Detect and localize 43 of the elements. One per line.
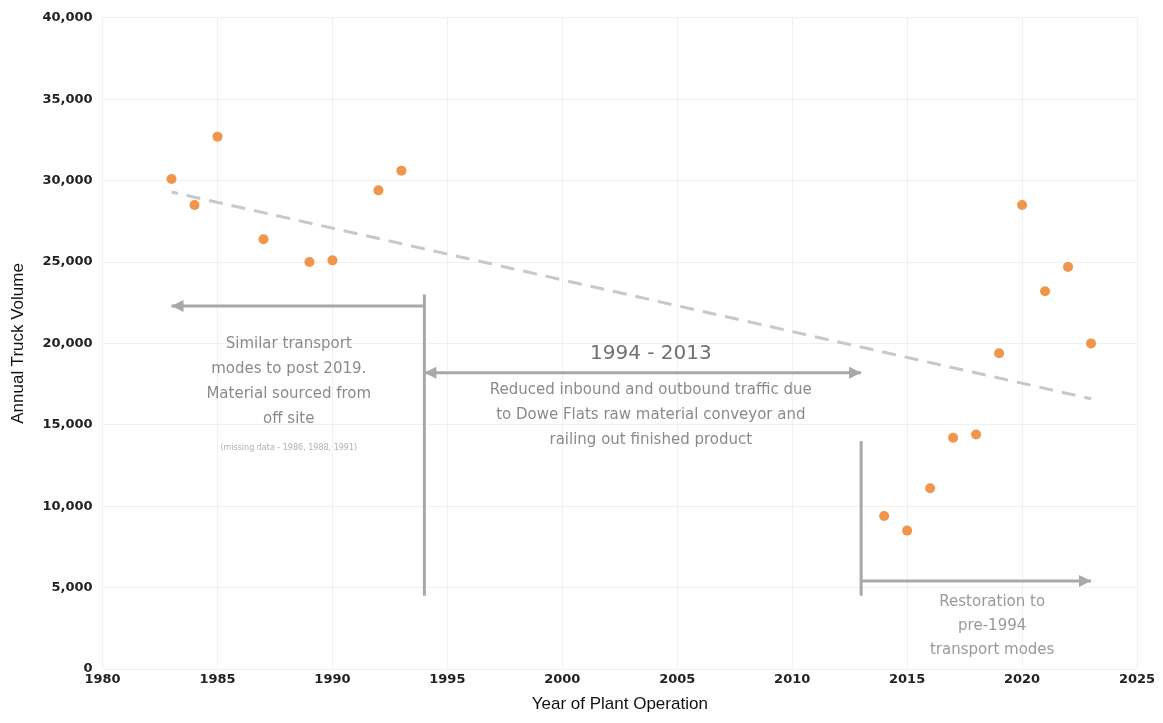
annotation: Reduced inbound and outbound traffic due to Dowe Flats raw material conveyor and railing out finished product xyxy=(489,379,812,448)
point xyxy=(304,257,315,267)
x-tick-label: 2005 xyxy=(659,671,696,687)
y-tick-label: 10,000 xyxy=(42,497,93,513)
x-tick-label: 1980 xyxy=(84,671,121,687)
x-tick-label: 2015 xyxy=(889,671,926,687)
point xyxy=(189,200,200,211)
y-tick-label: 5,000 xyxy=(51,578,93,594)
point xyxy=(994,348,1005,359)
point xyxy=(327,255,338,266)
annotation: Restoration to pre-1994 transport modes xyxy=(929,591,1055,658)
point xyxy=(948,432,959,443)
point xyxy=(396,165,407,176)
annotation: Similar transport modes to post 2019. Material sourced from off site xyxy=(206,334,372,428)
x-tick-label: 1985 xyxy=(199,671,236,687)
x-tick-label: 2020 xyxy=(1003,671,1041,687)
x-tick-label: 2010 xyxy=(774,671,811,687)
y-tick-label: 20,000 xyxy=(42,334,93,350)
y-axis-title: Annual Truck Volume xyxy=(7,263,27,424)
point xyxy=(212,131,223,142)
x-tick-label: 1995 xyxy=(429,671,466,687)
annotation: 1994 - 2013 xyxy=(589,339,712,364)
y-tick-label: 35,000 xyxy=(42,90,93,106)
annotation: (missing data - 1986, 1988, 1991) xyxy=(220,443,358,453)
y-tick-label: 40,000 xyxy=(42,9,93,25)
point xyxy=(1086,338,1097,349)
point xyxy=(1040,286,1051,297)
point xyxy=(1063,261,1074,272)
x-tick-label: 2000 xyxy=(544,671,581,687)
point xyxy=(879,510,890,521)
point xyxy=(902,525,913,536)
point xyxy=(373,185,384,196)
point xyxy=(258,234,269,245)
y-tick-label: 15,000 xyxy=(42,416,93,432)
x-axis-title: Year of Plant Operation xyxy=(531,694,708,714)
point xyxy=(925,483,936,494)
y-tick-label: 25,000 xyxy=(42,253,93,269)
x-tick-label: 1990 xyxy=(314,671,351,687)
y-tick-label: 30,000 xyxy=(42,171,93,187)
point xyxy=(971,429,982,440)
point xyxy=(166,173,177,184)
x-tick-label: 2025 xyxy=(1118,671,1156,687)
point xyxy=(1017,200,1028,211)
